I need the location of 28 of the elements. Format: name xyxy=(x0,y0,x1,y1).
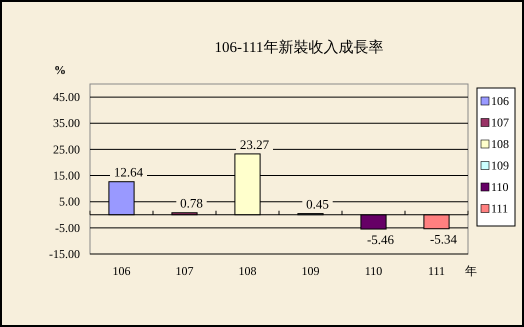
legend-label: 111 xyxy=(491,202,508,216)
x-tick-label: 110 xyxy=(364,264,382,278)
legend-label: 106 xyxy=(491,94,509,108)
data-label: 23.27 xyxy=(240,136,270,152)
data-label: 0.78 xyxy=(180,196,203,211)
y-tick-label: -5.00 xyxy=(55,220,80,235)
y-axis-title: % xyxy=(54,63,66,77)
data-label: -5.34 xyxy=(430,232,458,247)
y-tick-label: 5.00 xyxy=(59,194,80,209)
y-tick-label: 35.00 xyxy=(53,116,80,130)
y-tick-label: -15.00 xyxy=(49,247,80,261)
legend-label: 108 xyxy=(491,137,509,151)
legend-label: 107 xyxy=(491,116,509,130)
legend-label: 109 xyxy=(491,158,509,172)
data-label: 0.45 xyxy=(306,196,329,212)
legend-label: 110 xyxy=(491,180,509,194)
y-tick-label: 45.00 xyxy=(53,90,80,104)
x-tick-label: 106 xyxy=(112,264,130,278)
x-tick-label: 108 xyxy=(238,264,256,278)
y-tick-label: 15.00 xyxy=(53,168,80,183)
x-axis-title: 年 xyxy=(465,264,477,278)
x-tick-label: 107 xyxy=(176,264,194,278)
x-tick-label: 109 xyxy=(302,264,320,278)
x-tick-label: 111 xyxy=(428,264,446,278)
chart-title: 106-111年新裝收入成長率 xyxy=(214,39,384,56)
y-tick-label: 25.00 xyxy=(53,142,80,156)
data-label: 12.64 xyxy=(114,164,144,180)
data-label: -5.46 xyxy=(366,232,395,248)
